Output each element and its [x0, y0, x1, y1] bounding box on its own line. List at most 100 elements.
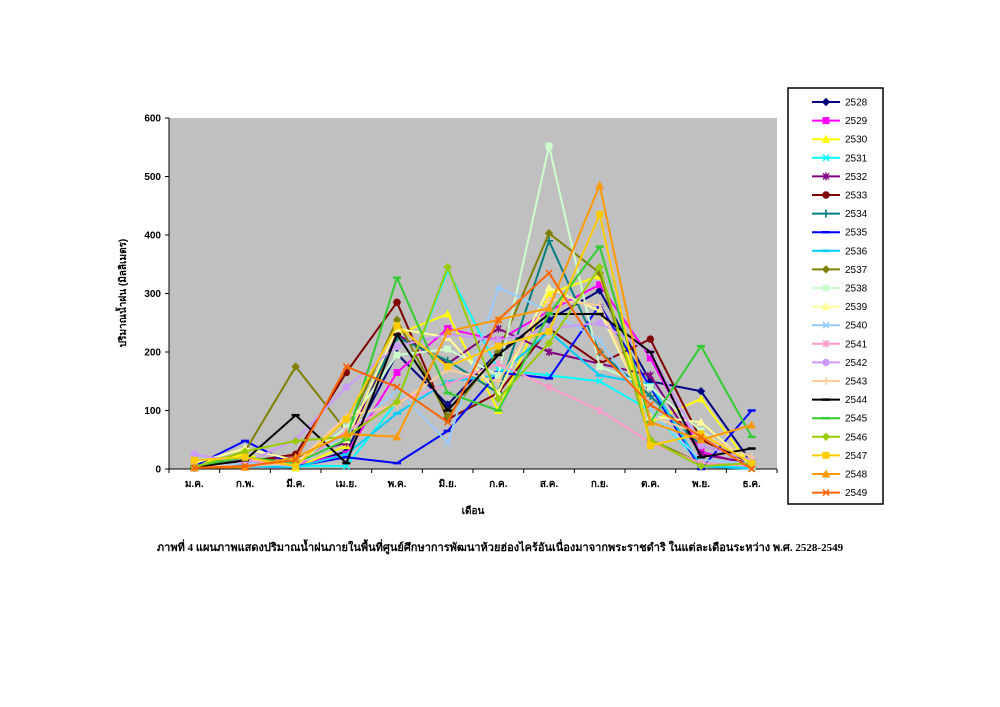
data-point: [544, 339, 554, 348]
data-point: [292, 456, 300, 464]
data-point: [545, 383, 553, 392]
y-axis-label: ปริมาณน้ำฝน (มิลลิเมตร): [115, 239, 129, 348]
data-point: [494, 284, 502, 292]
data-point: [595, 319, 604, 327]
legend-item: 2540: [812, 321, 868, 332]
data-point: [696, 461, 706, 471]
legend-marker: [821, 134, 831, 143]
legend-label: 2546: [845, 432, 868, 443]
data-point: [393, 298, 401, 306]
legend-item: 2531: [812, 153, 868, 164]
data-point: [393, 342, 401, 350]
series-line: [194, 313, 752, 469]
legend-marker: [822, 117, 830, 125]
legend-item: 2534: [812, 209, 868, 220]
data-point: [443, 262, 452, 272]
legend-marker: [822, 339, 830, 348]
data-point: [494, 394, 503, 404]
x-axis-label: เดือน: [462, 505, 485, 517]
data-point: [341, 429, 351, 438]
legend-item: 2539: [812, 302, 868, 313]
y-tick-label: 100: [144, 406, 161, 417]
legend-item: 2533: [812, 191, 868, 202]
data-point: [494, 377, 503, 386]
data-point: [748, 459, 756, 467]
data-point: [596, 348, 604, 356]
legend-marker: [822, 451, 830, 459]
data-point: [596, 336, 604, 344]
legend-marker: [822, 209, 830, 218]
data-point: [544, 229, 554, 238]
legend-label: 2540: [845, 321, 868, 332]
figure-caption: ภาพที่ 4 แผนภาพแสดงปริมาณน้ำฝนภายในพื้นท…: [156, 542, 844, 554]
x-tick-label: เม.ย.: [336, 479, 358, 490]
legend-label: 2547: [845, 451, 868, 462]
legend-label: 2535: [845, 228, 868, 239]
data-point: [646, 442, 654, 450]
y-tick-label: 0: [155, 465, 161, 476]
data-point: [342, 363, 350, 371]
legend-label: 2534: [845, 209, 868, 220]
legend-item: 2529: [812, 116, 868, 127]
y-tick-label: 500: [144, 172, 161, 183]
legend-item: 2541: [812, 339, 868, 350]
legend-item: 2546: [812, 432, 868, 443]
data-point: [646, 383, 654, 391]
data-point: [291, 362, 300, 371]
legend-marker: [822, 358, 830, 367]
rainfall-chart: 0 100 200 300 400 500 600 ม.ค. ก.พ. มี.ค. เม.ย. พ.…: [115, 87, 884, 517]
data-point: [544, 283, 554, 292]
data-point: [494, 324, 502, 333]
legend-marker: [821, 302, 831, 311]
data-point: [393, 351, 401, 359]
legend-marker: [822, 172, 830, 181]
data-point: [595, 301, 604, 310]
legend-label: 2539: [845, 302, 868, 313]
data-point: [392, 432, 402, 441]
data-point: [444, 439, 452, 447]
legend-item: 2549: [812, 488, 868, 499]
legend-item: 2530: [812, 134, 868, 146]
data-point: [443, 326, 453, 336]
data-point: [544, 303, 554, 312]
legend-item: 2543: [812, 377, 868, 388]
data-point: [444, 418, 452, 426]
legend-marker: [822, 377, 830, 385]
data-point: [595, 262, 604, 272]
legend-marker: [822, 284, 830, 292]
series-2548: [189, 180, 757, 472]
legend-item: 2537: [812, 265, 868, 276]
x-tick-label: ธ.ค.: [742, 479, 761, 490]
legend-marker: [821, 97, 831, 107]
data-point: [748, 465, 756, 473]
y-tick-label: 600: [144, 114, 161, 125]
data-point: [494, 359, 502, 368]
legend-item: 2547: [812, 451, 868, 462]
legend-marker: [821, 469, 831, 478]
legend-item: 2535: [812, 228, 868, 239]
legend-item: 2548: [812, 469, 868, 481]
data-point: [190, 464, 198, 472]
data-point: [696, 417, 706, 426]
data-point: [190, 450, 199, 459]
legend-label: 2544: [845, 395, 868, 406]
data-point: [596, 406, 604, 415]
x-tick-label: ก.ย.: [591, 479, 609, 490]
y-tick-label: 200: [144, 348, 161, 359]
legend-box: [787, 87, 884, 505]
data-point: [646, 335, 655, 343]
x-tick-label: ส.ค.: [540, 479, 559, 490]
legend-item: 2542: [812, 358, 868, 369]
legend-marker: [822, 321, 830, 329]
x-tick-label: ต.ค.: [641, 479, 660, 490]
data-point: [444, 363, 452, 371]
legend-label: 2532: [845, 172, 868, 183]
y-axis: 0 100 200 300 400 500 600: [144, 114, 170, 476]
data-point: [545, 328, 553, 336]
series-lines: [189, 142, 757, 473]
legend-marker: [822, 191, 830, 199]
legend-label: 2536: [845, 246, 868, 257]
x-tick-label: มิ.ย.: [439, 478, 457, 490]
data-point: [545, 269, 553, 277]
series-line: [194, 272, 753, 470]
